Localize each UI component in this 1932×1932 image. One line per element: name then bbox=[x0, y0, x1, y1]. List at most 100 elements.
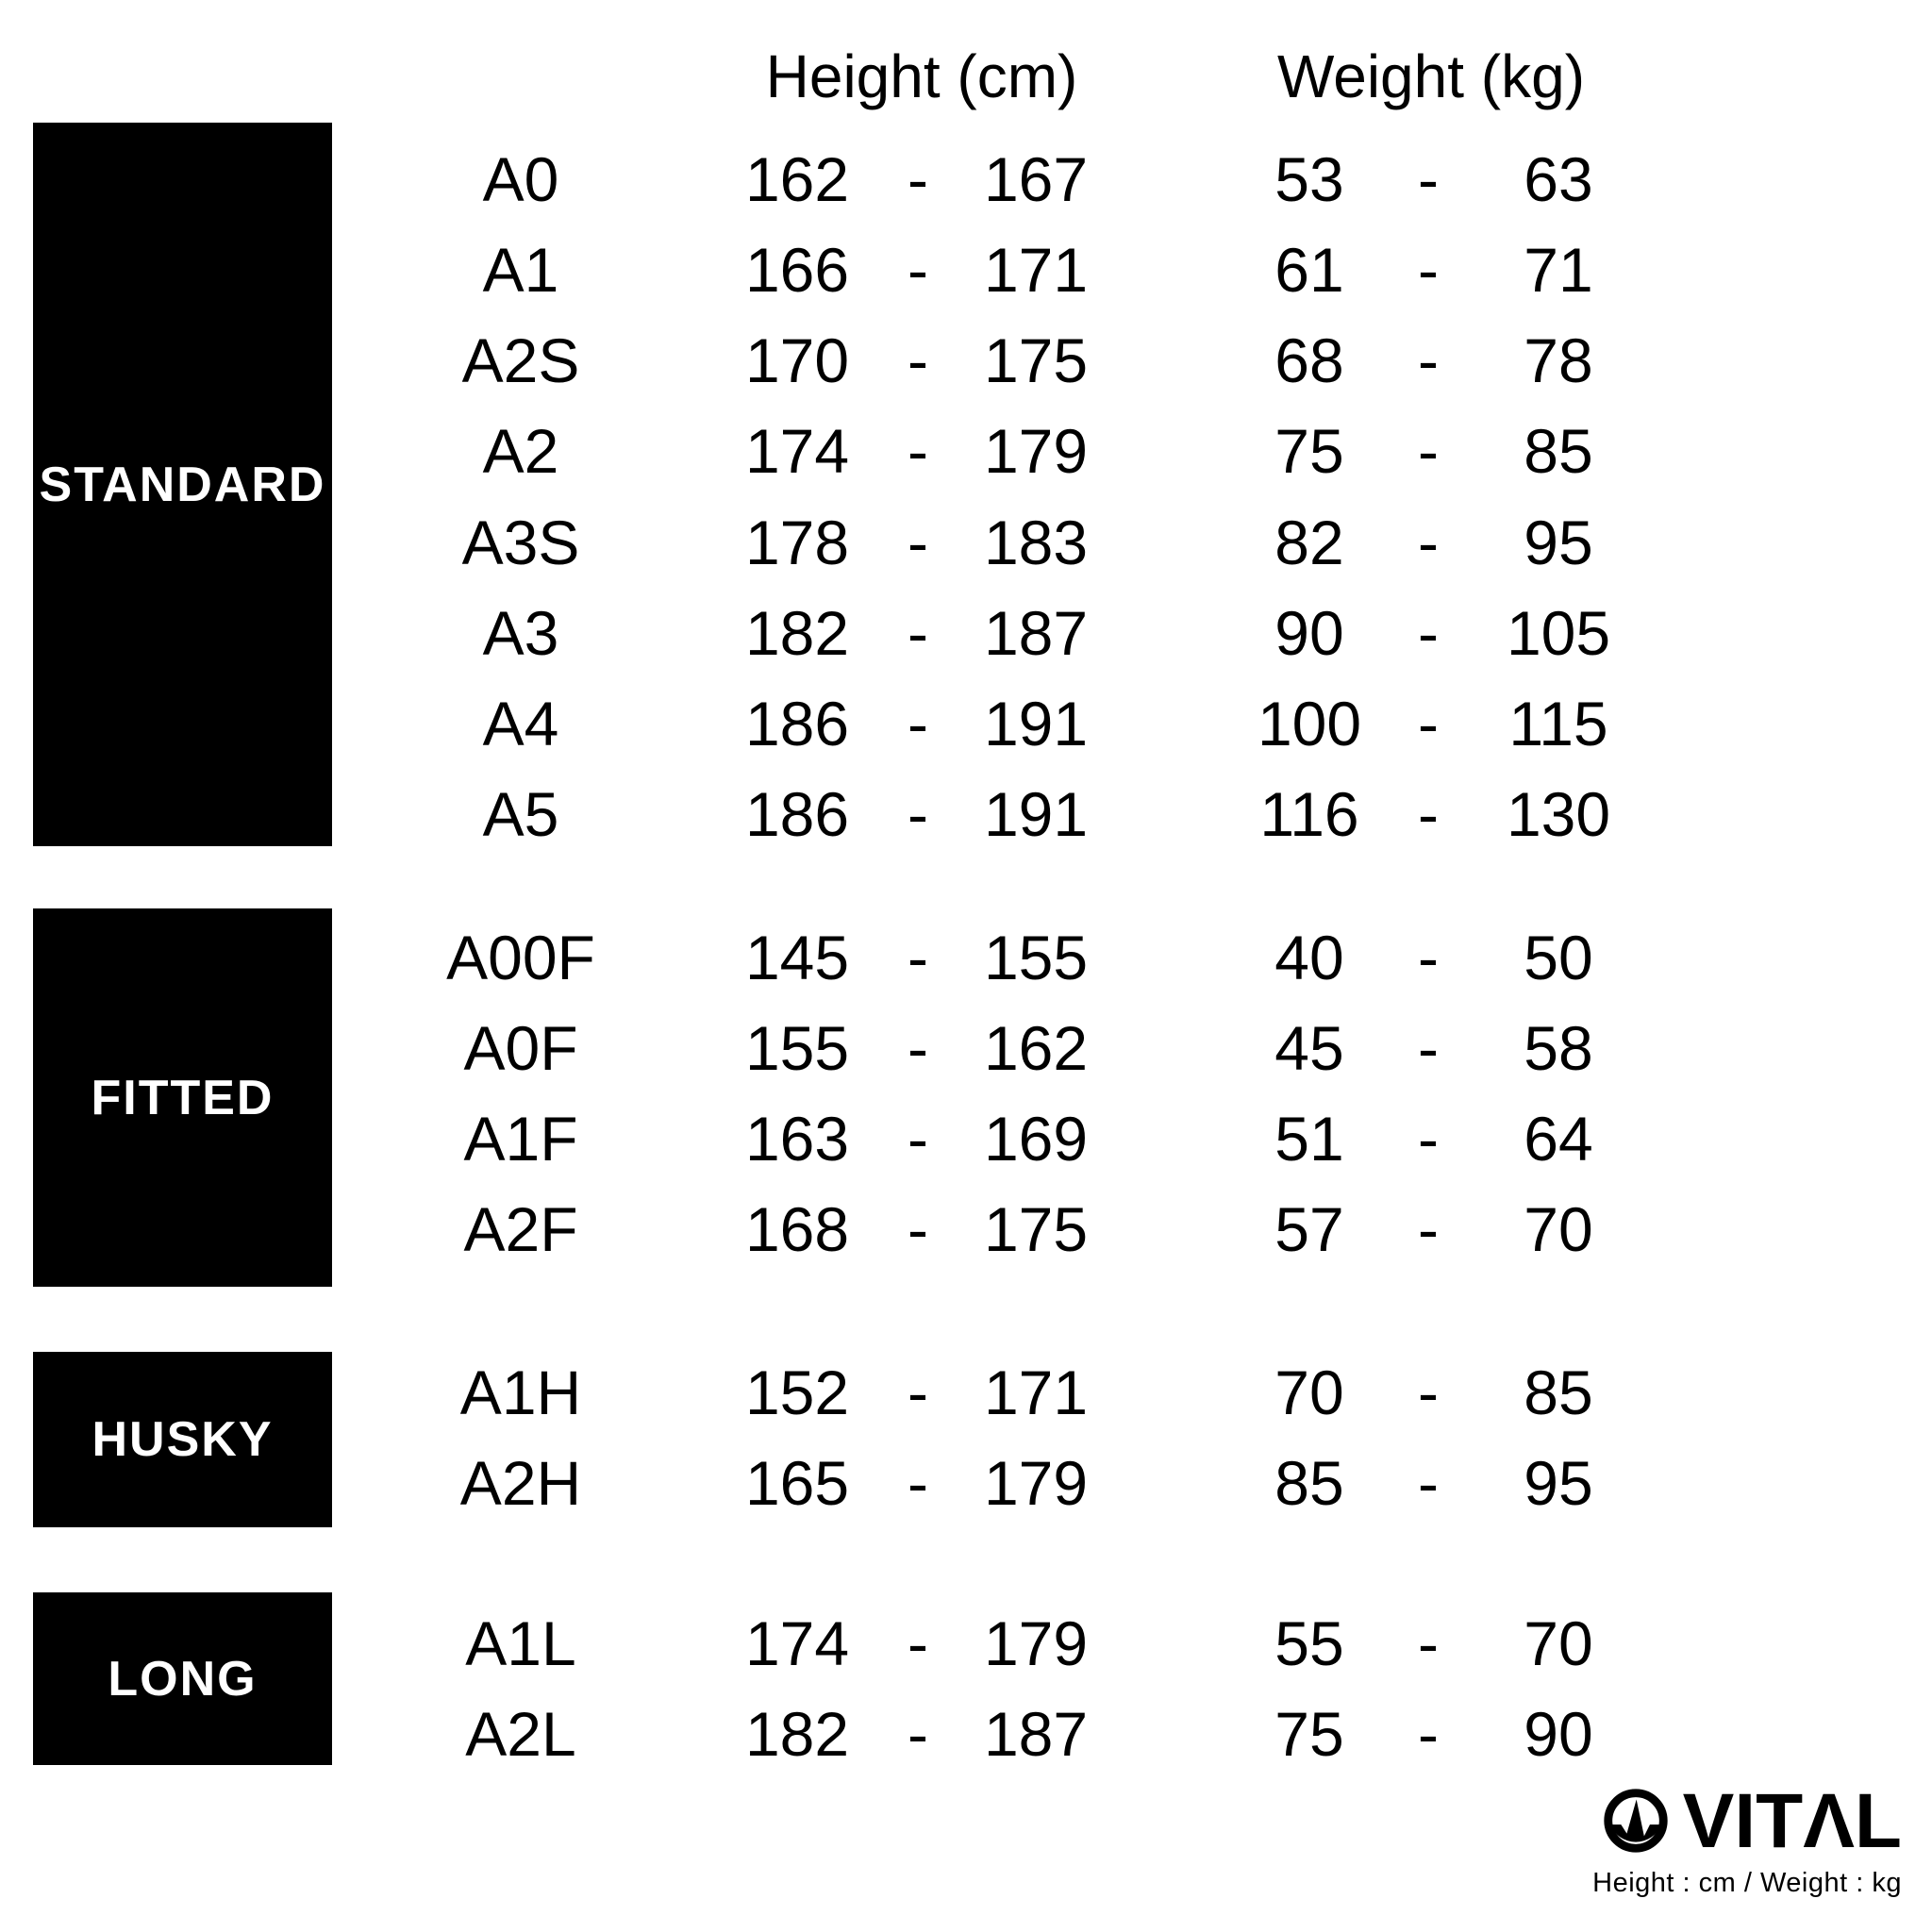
brand-wordmark: VITΛL bbox=[1682, 1778, 1902, 1864]
height-min-cell: 168 bbox=[744, 1194, 850, 1264]
height-min-cell: 186 bbox=[744, 779, 850, 849]
height-min-cell: 155 bbox=[744, 1013, 850, 1083]
weight-max-cell: 50 bbox=[1524, 923, 1593, 992]
height-min-cell: 174 bbox=[744, 416, 850, 486]
size-row-a5: A5 186-191 116-130 bbox=[0, 776, 1932, 852]
range-dash: - bbox=[1418, 598, 1439, 668]
range-dash: - bbox=[908, 598, 928, 668]
category-box-husky: HUSKY bbox=[33, 1352, 332, 1527]
weight-max-cell: 85 bbox=[1524, 1357, 1593, 1427]
size-cell: A5 bbox=[482, 779, 559, 849]
weight-max-cell: 95 bbox=[1524, 1448, 1593, 1518]
category-box-standard: STANDARD bbox=[33, 123, 332, 846]
size-row-a1f: A1F 163-169 51-64 bbox=[0, 1101, 1932, 1176]
size-cell: A3 bbox=[482, 598, 559, 668]
range-dash: - bbox=[908, 416, 928, 486]
weight-max-cell: 71 bbox=[1524, 235, 1593, 305]
size-cell: A00F bbox=[446, 923, 595, 992]
range-dash: - bbox=[1418, 235, 1439, 305]
weight-min-cell: 68 bbox=[1274, 325, 1344, 395]
height-min-cell: 165 bbox=[744, 1448, 850, 1518]
range-dash: - bbox=[1418, 144, 1439, 214]
range-dash: - bbox=[1418, 779, 1439, 849]
size-cell: A3S bbox=[461, 508, 580, 577]
range-dash: - bbox=[908, 144, 928, 214]
height-max-cell: 175 bbox=[983, 325, 1089, 395]
weight-max-cell: 70 bbox=[1524, 1194, 1593, 1264]
weight-max-cell: 130 bbox=[1506, 779, 1611, 849]
height-min-cell: 178 bbox=[744, 508, 850, 577]
weight-min-cell: 61 bbox=[1274, 235, 1344, 305]
weight-max-cell: 105 bbox=[1506, 598, 1611, 668]
height-max-cell: 171 bbox=[983, 235, 1089, 305]
range-dash: - bbox=[1418, 1013, 1439, 1083]
height-max-cell: 179 bbox=[983, 1608, 1089, 1678]
height-max-cell: 183 bbox=[983, 508, 1089, 577]
category-label: HUSKY bbox=[92, 1412, 274, 1467]
height-max-cell: 191 bbox=[983, 689, 1089, 758]
size-row-a1l: A1L 174-179 55-70 bbox=[0, 1606, 1932, 1681]
weight-min-cell: 85 bbox=[1274, 1448, 1344, 1518]
size-cell: A1L bbox=[465, 1608, 576, 1678]
weight-max-cell: 115 bbox=[1508, 689, 1608, 758]
weight-column-header: Weight (kg) bbox=[1276, 42, 1586, 110]
range-dash: - bbox=[1418, 1448, 1439, 1518]
size-row-a2: A2 174-179 75-85 bbox=[0, 413, 1932, 489]
range-dash: - bbox=[908, 923, 928, 992]
weight-min-cell: 57 bbox=[1274, 1194, 1344, 1264]
range-dash: - bbox=[1418, 325, 1439, 395]
weight-min-cell: 100 bbox=[1257, 689, 1362, 758]
height-max-cell: 171 bbox=[983, 1357, 1089, 1427]
size-cell: A2H bbox=[459, 1448, 582, 1518]
weight-max-cell: 58 bbox=[1524, 1013, 1593, 1083]
height-min-cell: 163 bbox=[744, 1104, 850, 1174]
height-max-cell: 187 bbox=[983, 598, 1089, 668]
range-dash: - bbox=[1418, 1194, 1439, 1264]
size-row-a00f: A00F 145-155 40-50 bbox=[0, 920, 1932, 995]
weight-min-cell: 75 bbox=[1274, 416, 1344, 486]
range-dash: - bbox=[1418, 1608, 1439, 1678]
size-cell: A4 bbox=[482, 689, 559, 758]
category-box-long: LONG bbox=[33, 1592, 332, 1765]
weight-min-cell: 82 bbox=[1274, 508, 1344, 577]
height-min-cell: 145 bbox=[744, 923, 850, 992]
weight-min-cell: 40 bbox=[1274, 923, 1344, 992]
height-min-cell: 174 bbox=[744, 1608, 850, 1678]
range-dash: - bbox=[908, 779, 928, 849]
category-label: STANDARD bbox=[39, 457, 326, 512]
height-max-cell: 179 bbox=[983, 416, 1089, 486]
category-label: FITTED bbox=[91, 1070, 275, 1125]
size-cell: A1 bbox=[482, 235, 559, 305]
range-dash: - bbox=[1418, 689, 1439, 758]
height-max-cell: 167 bbox=[983, 144, 1089, 214]
size-cell: A2L bbox=[465, 1699, 576, 1769]
size-row-a1h: A1H 152-171 70-85 bbox=[0, 1355, 1932, 1430]
size-row-a2f: A2F 168-175 57-70 bbox=[0, 1191, 1932, 1267]
range-dash: - bbox=[908, 1194, 928, 1264]
size-row-a3: A3 182-187 90-105 bbox=[0, 595, 1932, 671]
weight-min-cell: 90 bbox=[1274, 598, 1344, 668]
weight-min-cell: 51 bbox=[1274, 1104, 1344, 1174]
height-max-cell: 162 bbox=[983, 1013, 1089, 1083]
range-dash: - bbox=[908, 1104, 928, 1174]
weight-min-cell: 45 bbox=[1274, 1013, 1344, 1083]
size-row-a3s: A3S 178-183 82-95 bbox=[0, 505, 1932, 580]
weight-min-cell: 75 bbox=[1274, 1699, 1344, 1769]
size-cell: A0F bbox=[463, 1013, 578, 1083]
range-dash: - bbox=[908, 508, 928, 577]
size-row-a2s: A2S 170-175 68-78 bbox=[0, 323, 1932, 398]
height-min-cell: 166 bbox=[744, 235, 850, 305]
weight-min-cell: 55 bbox=[1274, 1608, 1344, 1678]
height-min-cell: 170 bbox=[744, 325, 850, 395]
units-note: Height : cm / Weight : kg bbox=[1592, 1868, 1902, 1898]
size-row-a0f: A0F 155-162 45-58 bbox=[0, 1010, 1932, 1086]
height-min-cell: 182 bbox=[744, 1699, 850, 1769]
range-dash: - bbox=[1418, 923, 1439, 992]
size-cell: A2 bbox=[482, 416, 559, 486]
height-column-header: Height (cm) bbox=[765, 42, 1078, 110]
range-dash: - bbox=[908, 1357, 928, 1427]
range-dash: - bbox=[1418, 1104, 1439, 1174]
height-max-cell: 191 bbox=[983, 779, 1089, 849]
range-dash: - bbox=[1418, 508, 1439, 577]
height-min-cell: 186 bbox=[744, 689, 850, 758]
